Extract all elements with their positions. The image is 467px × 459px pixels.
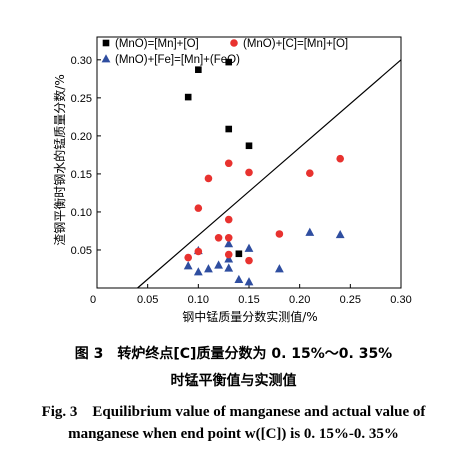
circle-point (336, 154, 345, 163)
figure-caption-cn-line1: 图 3 转炉终点[C]质量分数为 0. 15%～0. 35% (74, 346, 393, 362)
y-tick-label: 0.20 (71, 131, 92, 143)
triangle-point (305, 227, 315, 236)
x-tick-label: 0.15 (238, 294, 259, 306)
x-tick-label: 0.30 (390, 294, 411, 306)
circle-point (224, 159, 233, 168)
data-points (183, 58, 345, 286)
y-axis-ticks: 0.05 0.10 0.15 0.20 0.25 0.30 (71, 55, 101, 257)
triangle-point (244, 277, 254, 286)
triangle-point (183, 261, 193, 270)
x-tick-label: 0 (90, 294, 96, 306)
circle-point (194, 247, 203, 256)
circle-point (224, 234, 233, 242)
legend-circle-icon (230, 39, 238, 47)
circle-point (245, 168, 253, 177)
y-tick-label: 0.30 (71, 55, 92, 67)
circle-point (245, 256, 253, 265)
x-axis-label: 钢中锰质量分数实测值/% (182, 309, 317, 324)
triangle-point (204, 264, 213, 273)
triangle-point (234, 274, 244, 284)
circle-point (306, 169, 314, 177)
figure-caption-en-line2: manganese when end point w([C]) is 0. 15… (68, 426, 399, 442)
triangle-point (214, 260, 223, 269)
x-axis-ticks: 0 0.05 0.10 0.15 0.20 0.25 0.30 (90, 284, 412, 306)
legend: (MnO)=[Mn]+[O] (MnO)+[C]=[Mn]+[O](MnO)+[F… (101, 38, 348, 66)
legend-square-icon (102, 39, 110, 47)
y-tick-label: 0.05 (71, 245, 92, 257)
square-point (195, 66, 202, 74)
triangle-point (275, 264, 284, 273)
legend-entry-label: (MnO)+[Fe]=[Mn]+(FeO) (115, 54, 240, 66)
triangle-point (193, 267, 203, 276)
legend-triangle-icon (101, 54, 111, 63)
triangle-point (224, 263, 234, 272)
triangle-point (244, 243, 254, 252)
x-tick-label: 0.20 (289, 294, 310, 306)
y-tick-label: 0.10 (71, 207, 92, 219)
x-tick-label: 0.25 (340, 294, 361, 306)
square-point (245, 142, 253, 150)
circle-point (275, 230, 284, 238)
circle-point (224, 250, 233, 259)
circle-point (224, 215, 233, 224)
y-tick-label: 0.25 (71, 93, 92, 105)
legend-entry-label: (MnO)=[Mn]+[O] (115, 38, 199, 50)
triangle-point (224, 254, 234, 263)
x-tick-label: 0.05 (137, 294, 158, 306)
circle-point (204, 174, 213, 183)
square-point (225, 125, 233, 133)
square-point (235, 250, 243, 258)
circle-point (194, 204, 203, 212)
y-axis-label: 渣钢平衡时钢水的锰质量分数/% (52, 74, 67, 245)
square-point (225, 58, 233, 66)
triangle-point (335, 229, 345, 239)
reference-line (137, 59, 402, 289)
figure-caption-cn-line2: 时锰平衡值与实测值 (170, 373, 297, 389)
triangle-point (224, 239, 234, 248)
square-point (184, 93, 192, 101)
y-tick-label: 0.15 (71, 169, 92, 181)
circle-point (184, 253, 192, 262)
figure-caption-en-line1: Fig. 3 Equilibrium value of manganese an… (41, 404, 426, 420)
x-tick-label: 0.10 (188, 294, 209, 306)
scatter-chart: 0 0.05 0.10 0.15 0.20 0.25 0.30 0.050.100.150.… (52, 36, 412, 324)
circle-point (214, 234, 223, 242)
legend-entry-label: (MnO)+[C]=[Mn]+[O] (243, 38, 348, 50)
